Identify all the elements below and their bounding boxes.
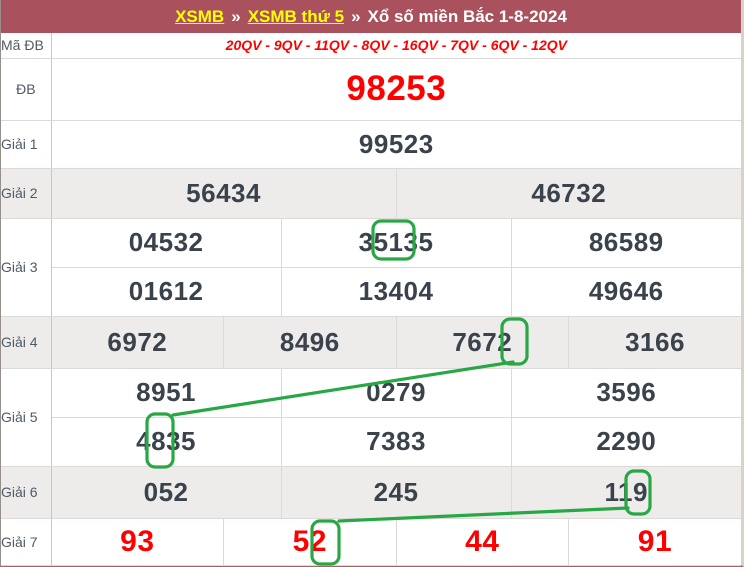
row-giai-5b: 4835 7383 2290 — [1, 416, 741, 467]
prize-3-value-2: 35135 — [280, 217, 512, 268]
prize-3-value-6: 49646 — [510, 266, 741, 317]
link-xsmb-thu-5[interactable]: XSMB thứ 5 — [247, 6, 345, 26]
prize-6-value-3: 119 — [510, 465, 741, 519]
prize-3-value-1: 04532 — [50, 217, 282, 268]
row-label-giai-7: Giải 7 — [1, 517, 52, 566]
row-giai-3b: 01612 13404 49646 — [1, 266, 741, 317]
prize-7-value-3: 44 — [395, 517, 569, 566]
row-label-giai-3: Giải 3 — [1, 217, 52, 317]
row-label-db: ĐB — [1, 57, 52, 121]
prize-5-value-4: 4835 — [51, 416, 282, 467]
prize-6-value-1: 052 — [50, 465, 282, 519]
results-table: Mã ĐB 20QV - 9QV - 11QV - 8QV - 16QV - 7… — [1, 33, 741, 566]
row-ma-db: Mã ĐB 20QV - 9QV - 11QV - 8QV - 16QV - 7… — [1, 33, 741, 59]
row-giai-7: Giải 7 93 52 44 91 — [1, 517, 741, 566]
prize-5-value-5: 7383 — [280, 416, 512, 467]
breadcrumb-header: XSMB » XSMB thứ 5 » Xổ số miền Bắc 1-8-2… — [1, 0, 741, 33]
prize-4-value-4: 3166 — [567, 315, 741, 369]
row-giai-1: Giải 1 99523 — [1, 119, 741, 169]
prize-5-value-6: 2290 — [510, 416, 741, 467]
prize-7-value-1: 93 — [50, 517, 225, 566]
row-giai-3a: Giải 3 04532 35135 86589 — [1, 217, 741, 317]
prize-2-value-1: 56434 — [50, 167, 397, 219]
prize-5-value-3: 3596 — [510, 367, 741, 418]
prize-4-value-2: 8496 — [223, 315, 397, 369]
row-label-ma-db: Mã ĐB — [1, 33, 52, 59]
row-label-giai-4: Giải 4 — [1, 315, 52, 369]
prize-3-value-3: 86589 — [510, 217, 741, 268]
prize-db-value: 98253 — [50, 57, 741, 121]
prize-4-value-3: 7672 — [395, 315, 569, 369]
link-xsmb[interactable]: XSMB — [175, 6, 225, 26]
row-label-giai-1: Giải 1 — [1, 119, 52, 169]
row-db: ĐB 98253 — [1, 57, 741, 121]
prize-1-value: 99523 — [50, 119, 741, 169]
row-giai-2: Giải 2 56434 46732 — [1, 167, 741, 219]
prize-5-value-1: 8951 — [50, 367, 282, 418]
row-giai-6: Giải 6 052 245 119 — [1, 465, 741, 519]
row-label-giai-6: Giải 6 — [1, 465, 52, 519]
row-label-giai-2: Giải 2 — [1, 167, 52, 219]
prize-3-value-4: 01612 — [51, 266, 282, 317]
row-giai-5a: Giải 5 8951 0279 3596 — [1, 367, 741, 467]
breadcrumb-separator: » — [231, 6, 241, 26]
row-giai-4: Giải 4 6972 8496 7672 3166 — [1, 315, 741, 369]
row-label-giai-5: Giải 5 — [1, 367, 52, 467]
prize-4-value-1: 6972 — [50, 315, 225, 369]
page-title: Xổ số miền Bắc 1-8-2024 — [367, 6, 567, 26]
ma-db-value: 20QV - 9QV - 11QV - 8QV - 16QV - 7QV - 6… — [50, 33, 741, 59]
prize-3-value-5: 13404 — [280, 266, 512, 317]
breadcrumb-separator: » — [351, 6, 361, 26]
prize-2-value-2: 46732 — [395, 167, 741, 219]
prize-6-value-2: 245 — [280, 465, 512, 519]
prize-7-value-2: 52 — [223, 517, 397, 566]
prize-5-value-2: 0279 — [280, 367, 512, 418]
prize-7-value-4: 91 — [567, 517, 741, 566]
